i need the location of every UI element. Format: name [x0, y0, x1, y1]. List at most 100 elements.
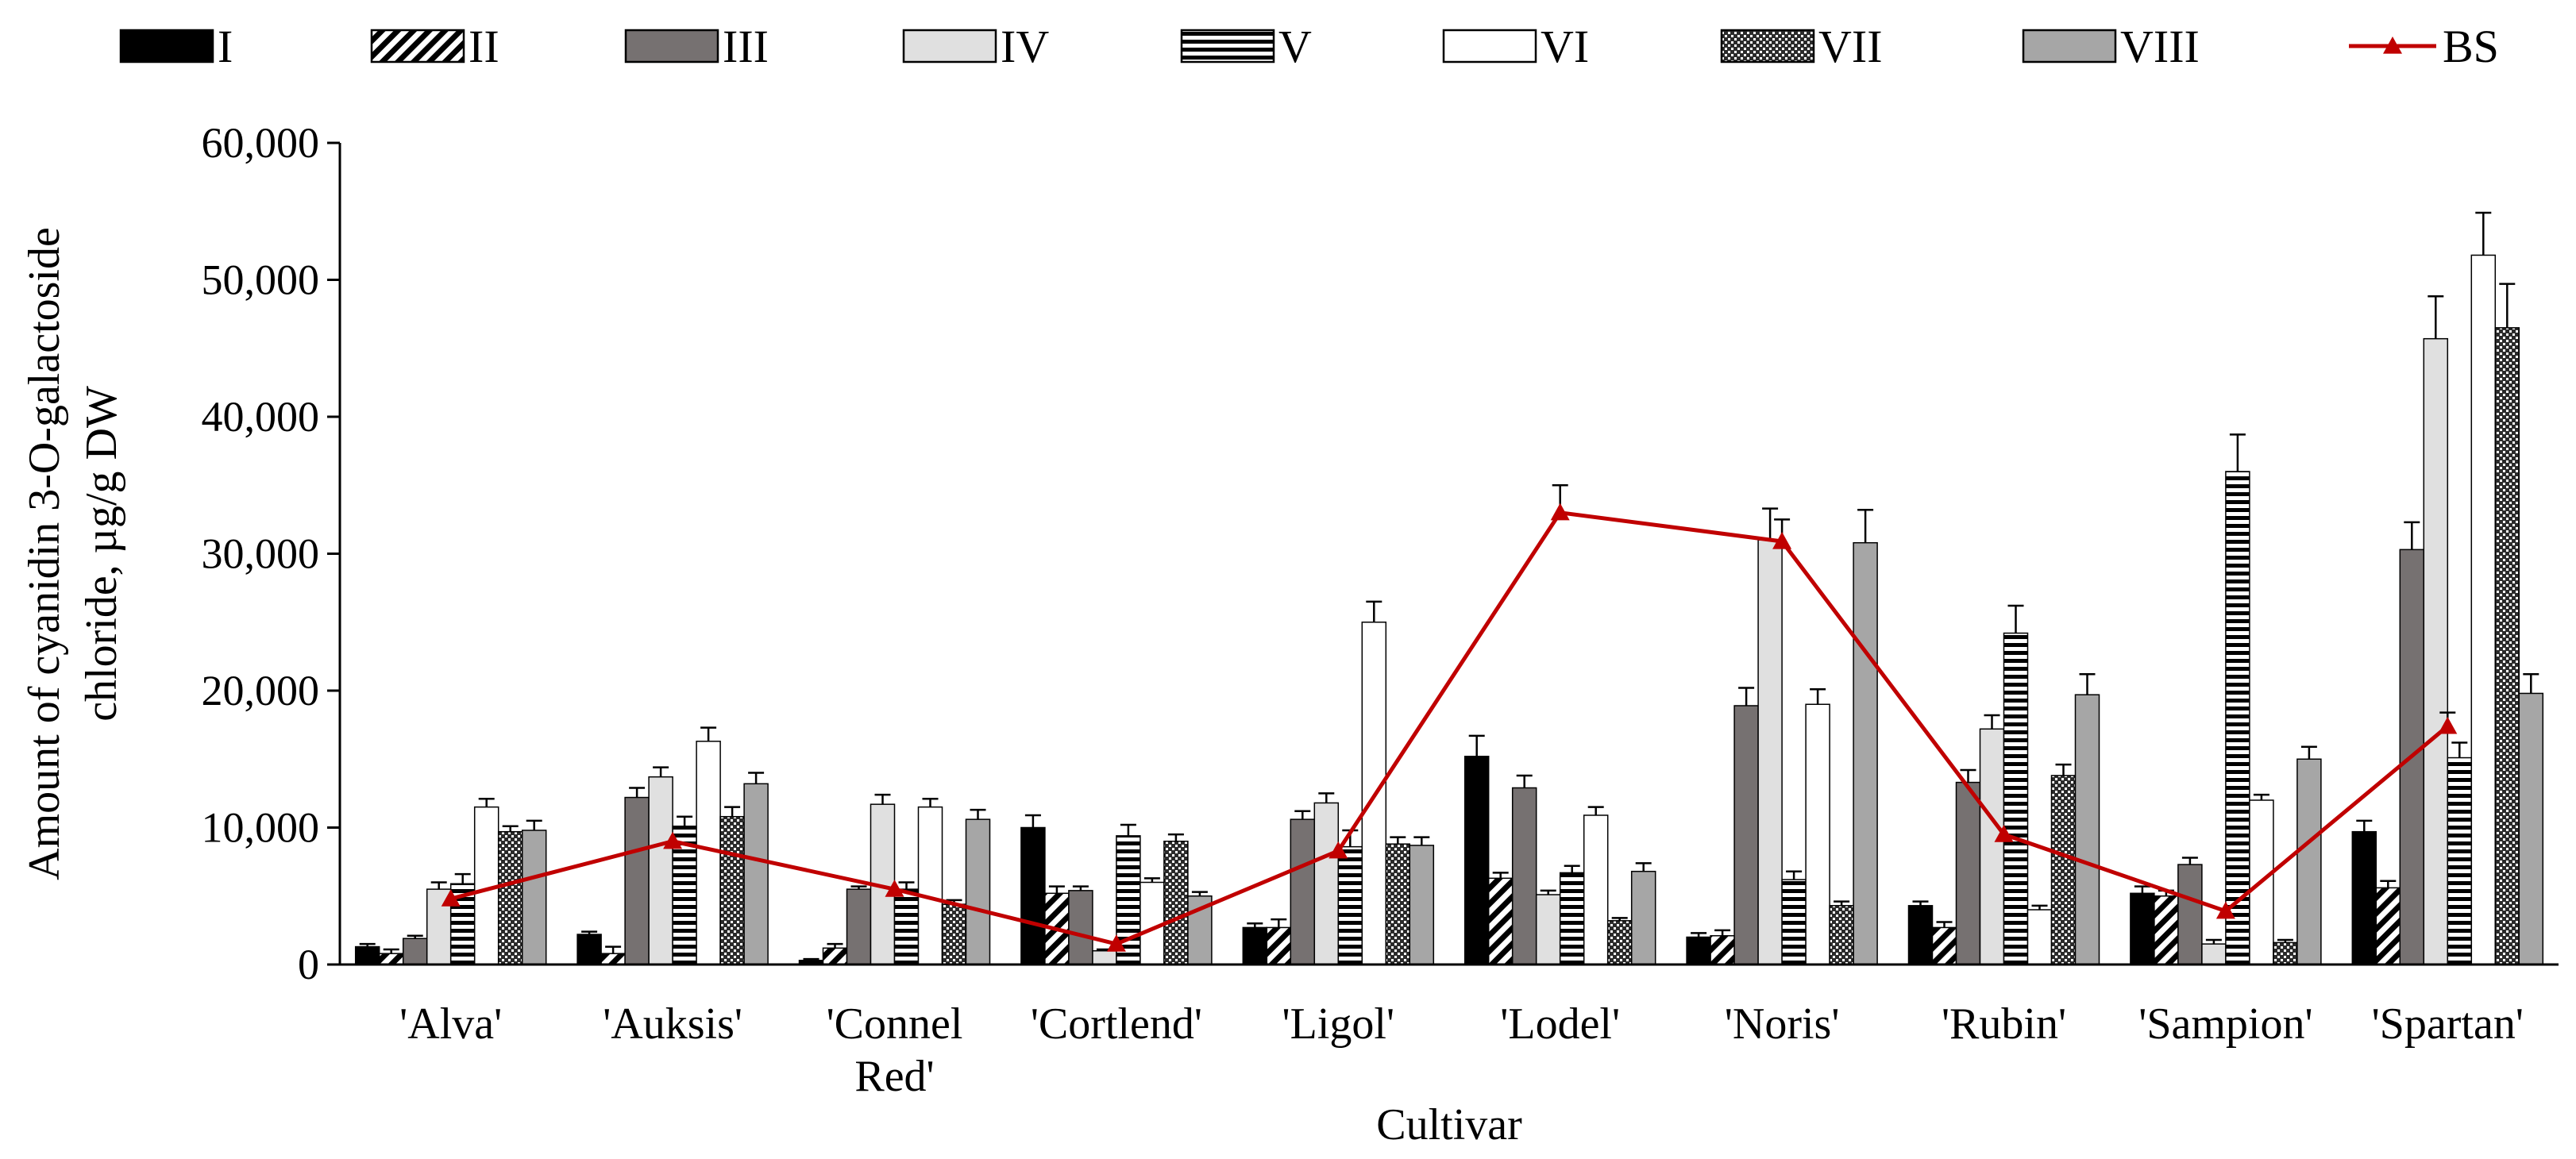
legend-swatch: [902, 29, 997, 64]
error-bar: [2475, 211, 2492, 256]
error-bar: [526, 819, 542, 830]
y-tick-label: 50,000: [202, 256, 320, 304]
bar-ii-rubin: [1931, 926, 1957, 965]
bar-i-lodel: [1463, 756, 1490, 965]
bar-iii-auksis: [624, 796, 650, 965]
bar-viii-spartan: [2518, 692, 2544, 965]
bs-point: [1106, 934, 1126, 952]
error-bar: [700, 726, 717, 741]
bar-vi-lodel: [1583, 814, 1609, 965]
error-bar: [1048, 885, 1065, 894]
bar-vi-spartan: [2470, 254, 2497, 965]
error-bar: [970, 808, 986, 820]
legend-item-bs: BS: [2349, 21, 2499, 72]
category-label: 'Auksis': [603, 999, 742, 1049]
error-bar: [653, 766, 669, 777]
error-bar: [827, 942, 843, 949]
bs-line-series: [441, 484, 2458, 952]
legend-swatch: [1180, 29, 1275, 64]
error-bar: [1540, 889, 1556, 895]
bs-point: [663, 831, 683, 849]
bs-point: [1772, 531, 1792, 549]
error-bar: [1810, 688, 1826, 705]
error-bar: [359, 942, 376, 947]
bar-iii-connel-red: [846, 888, 872, 965]
error-bar: [2031, 904, 2048, 910]
bar-v-rubin: [2003, 632, 2029, 965]
error-bar: [581, 930, 598, 935]
legend-swatch: [624, 29, 719, 64]
error-bar: [2277, 938, 2293, 943]
error-bar: [1912, 900, 1929, 906]
error-bar: [1468, 734, 1485, 757]
y-tick-label: 60,000: [202, 119, 320, 167]
error-bar: [2055, 763, 2072, 776]
bar-vii-auksis: [719, 815, 745, 965]
error-bars: [359, 211, 2539, 961]
bar-vii-cortlend: [1163, 841, 1189, 965]
bar-ii-ligol: [1266, 926, 1292, 965]
legend-item-iv: IV: [902, 21, 1049, 72]
y-tick-label: 30,000: [202, 530, 320, 578]
error-bar: [1738, 687, 1755, 706]
bar-vii-rubin: [2050, 775, 2077, 965]
error-bar: [2300, 745, 2317, 760]
bar-iii-noris: [1733, 705, 1759, 965]
y-tick-label: 10,000: [202, 804, 320, 852]
bar-iii-alva: [402, 938, 428, 965]
bar-i-sampion: [2130, 892, 2155, 965]
error-bar: [1714, 929, 1731, 936]
bar-vii-alva: [497, 830, 523, 965]
error-bar: [1143, 877, 1160, 883]
error-bar: [454, 872, 471, 884]
bar-viii-auksis: [743, 783, 769, 965]
legend-label: II: [469, 21, 499, 72]
error-bar: [605, 945, 622, 954]
bar-iii-cortlend: [1068, 890, 1093, 965]
error-bar: [1857, 509, 1874, 543]
bar-v-connel-red: [893, 888, 920, 965]
error-bar: [1762, 507, 1779, 541]
error-bar: [1072, 885, 1089, 891]
error-bar: [850, 885, 867, 890]
bar-ii-connel-red: [822, 947, 848, 965]
y-axis-title-line: Amount of cyanidin 3-O-galactoside: [20, 227, 69, 880]
error-bar: [2134, 885, 2150, 894]
error-bar: [1691, 932, 1707, 938]
bar-iv-lodel: [1535, 894, 1561, 965]
y-tick-label: 0: [298, 941, 319, 988]
error-bar: [1492, 872, 1509, 879]
bar-iv-rubin: [1979, 728, 2005, 965]
error-bar: [1564, 864, 1580, 873]
error-bar: [1984, 714, 2000, 730]
bar-v-ligol: [1337, 845, 1363, 965]
error-bar: [502, 825, 519, 832]
bar-v-noris: [1781, 879, 1807, 965]
error-bar: [629, 787, 646, 798]
error-bar: [1516, 774, 1533, 788]
error-bar: [1834, 900, 1850, 906]
error-bar: [383, 948, 399, 954]
error-bar: [1366, 600, 1382, 622]
bar-vi-noris: [1805, 703, 1830, 965]
error-bar: [2253, 793, 2269, 800]
legend-item-v: V: [1180, 21, 1312, 72]
legend-item-vi: VI: [1442, 21, 1589, 72]
y-axis-title-line: chloride, µg/g DW: [77, 386, 126, 722]
legend-label: V: [1278, 21, 1312, 72]
category-label: 'Noris': [1725, 999, 1840, 1049]
legend-item-i: I: [119, 21, 233, 72]
bar-i-spartan: [2351, 830, 2377, 965]
bar-i-rubin: [1907, 905, 1934, 965]
category-label: 'Lodel': [1500, 999, 1620, 1049]
error-bar: [478, 798, 495, 807]
error-bar: [2428, 295, 2444, 339]
bar-v-lodel: [1559, 872, 1585, 965]
bar-i-auksis: [577, 934, 602, 965]
bar-i-ligol: [1242, 926, 1268, 965]
bar-iii-lodel: [1511, 787, 1537, 965]
legend-item-ii: II: [370, 21, 499, 72]
error-bar: [2451, 741, 2468, 758]
